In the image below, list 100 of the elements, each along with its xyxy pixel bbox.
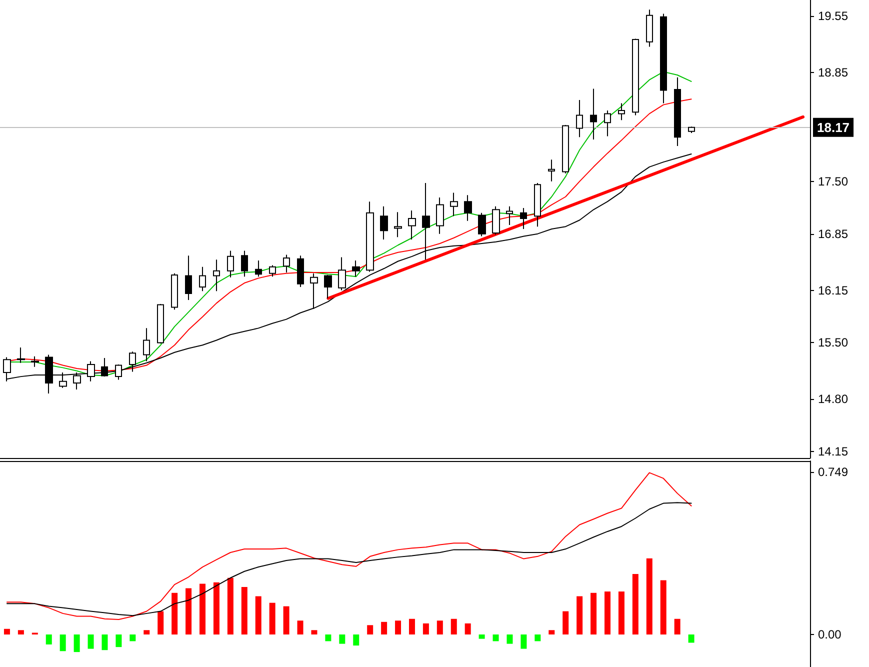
candlestick (562, 124, 569, 174)
candlestick (394, 212, 402, 238)
bar (158, 611, 164, 634)
bar (144, 630, 150, 634)
candlestick (674, 76, 681, 146)
candlestick (422, 182, 430, 260)
candlestick (31, 356, 39, 368)
y-tick-label: 16.15 (818, 283, 848, 298)
bar (422, 623, 429, 634)
bar (88, 634, 94, 649)
bar (408, 618, 415, 634)
bar (464, 623, 471, 634)
bar (562, 611, 569, 634)
bar (590, 592, 597, 634)
candlestick (520, 208, 527, 230)
candlestick (171, 272, 178, 310)
y-tick-label: 0.749 (818, 465, 848, 480)
bar (255, 596, 262, 634)
bar (688, 634, 694, 643)
bar (353, 634, 360, 646)
bar (227, 578, 234, 634)
bar (283, 606, 290, 634)
bar (478, 634, 485, 639)
ref-line-label: 18.17 (817, 120, 850, 135)
bar (520, 634, 527, 649)
bar (130, 634, 136, 642)
candlestick (199, 266, 206, 292)
bar (18, 630, 24, 634)
candlestick (241, 250, 248, 278)
candlestick (576, 99, 583, 138)
candlestick (660, 13, 667, 104)
bar (660, 580, 666, 634)
bar (492, 634, 499, 642)
candlestick (632, 38, 639, 116)
candlestick (380, 206, 388, 240)
bar (116, 634, 122, 648)
candlestick (450, 192, 458, 217)
bar (436, 620, 443, 634)
bar (46, 634, 52, 644)
bar (102, 634, 108, 650)
line-series (6, 502, 692, 616)
bar (200, 584, 206, 634)
bar (297, 620, 304, 634)
bar (506, 634, 513, 644)
bar (618, 592, 624, 634)
candlestick (352, 260, 360, 278)
bar (548, 630, 555, 634)
candlestick (548, 159, 555, 182)
bar (367, 625, 374, 634)
candlestick (324, 274, 332, 299)
bar (213, 582, 220, 634)
candlestick (506, 206, 513, 226)
bar (339, 634, 346, 644)
bar (311, 630, 318, 634)
bar (576, 596, 583, 634)
bar (172, 592, 178, 634)
candlestick (604, 110, 611, 137)
candlestick (590, 88, 597, 140)
candlestick (17, 347, 25, 364)
candlestick (157, 303, 164, 344)
candlestick (143, 328, 150, 362)
y-tick-label: 15.50 (818, 336, 848, 350)
candlestick (534, 182, 541, 228)
bar (60, 634, 66, 652)
candlestick (185, 255, 192, 300)
candlestick (408, 210, 416, 240)
y-tick-label: 14.15 (818, 444, 848, 459)
candlestick (436, 197, 444, 234)
bar (74, 634, 80, 652)
bar (269, 602, 276, 634)
candlestick (255, 260, 262, 278)
y-tick-label: 16.85 (818, 226, 848, 241)
y-tick-label: 0.00 (818, 627, 842, 642)
candlestick (227, 250, 234, 278)
bar (604, 592, 610, 634)
candlestick (478, 212, 486, 237)
candlestick (310, 272, 318, 310)
bar (186, 588, 192, 634)
bar (450, 618, 457, 634)
bar (4, 628, 10, 634)
y-tick-label: 17.50 (818, 174, 848, 188)
bar (381, 622, 388, 634)
bar (646, 558, 652, 634)
y-tick-label: 19.55 (818, 9, 848, 24)
bar (241, 586, 248, 634)
bar (325, 634, 332, 642)
candlestick (338, 256, 346, 291)
candlestick (297, 255, 304, 288)
candlestick (646, 9, 653, 48)
bar (632, 574, 638, 634)
candlestick (366, 201, 374, 272)
line-series (6, 472, 692, 620)
y-tick-label: 14.80 (818, 392, 848, 406)
candlestick (688, 126, 695, 134)
candlestick (618, 102, 625, 121)
candlestick (269, 264, 276, 278)
candlestick (283, 254, 290, 274)
candlestick (492, 206, 500, 236)
candlestick (464, 194, 472, 222)
bar (534, 634, 541, 642)
